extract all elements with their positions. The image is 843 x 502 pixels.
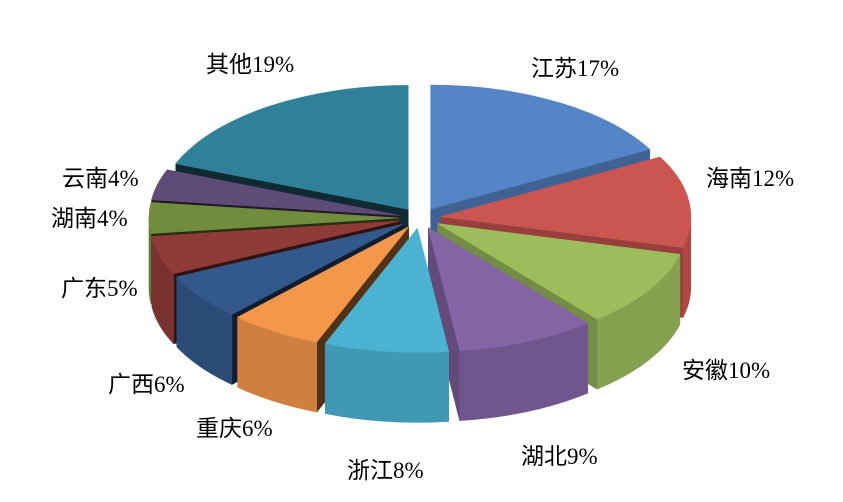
slice-top	[175, 85, 409, 210]
slice-wall	[325, 343, 449, 423]
slice-top	[148, 202, 400, 234]
slice-label-浙江: 浙江8%	[347, 458, 424, 483]
slice-top	[427, 226, 589, 351]
slice-top	[151, 169, 400, 216]
slice-label-广东: 广东5%	[61, 276, 138, 301]
slice-label-海南: 海南12%	[706, 166, 795, 191]
slice-top	[236, 226, 409, 343]
slice-top	[176, 223, 404, 315]
slice-label-安徽: 安徽10%	[682, 358, 771, 383]
slice-label-其他: 其他19%	[206, 52, 295, 77]
slice-top	[430, 84, 651, 210]
slice-label-云南: 云南4%	[62, 166, 139, 191]
slice-label-重庆: 重庆6%	[196, 416, 273, 441]
slice-top	[437, 223, 681, 320]
slice-top	[440, 156, 692, 248]
slice-label-湖北: 湖北9%	[521, 444, 598, 469]
pie-slice-浙江[interactable]	[324, 227, 450, 423]
pie-slice-湖北[interactable]	[427, 226, 589, 421]
slice-top	[324, 227, 450, 353]
slice-label-广西: 广西6%	[108, 372, 185, 397]
slice-top	[151, 220, 400, 275]
slice-label-湖南: 湖南4%	[51, 206, 128, 231]
slice-label-江苏: 江苏17%	[531, 56, 620, 81]
